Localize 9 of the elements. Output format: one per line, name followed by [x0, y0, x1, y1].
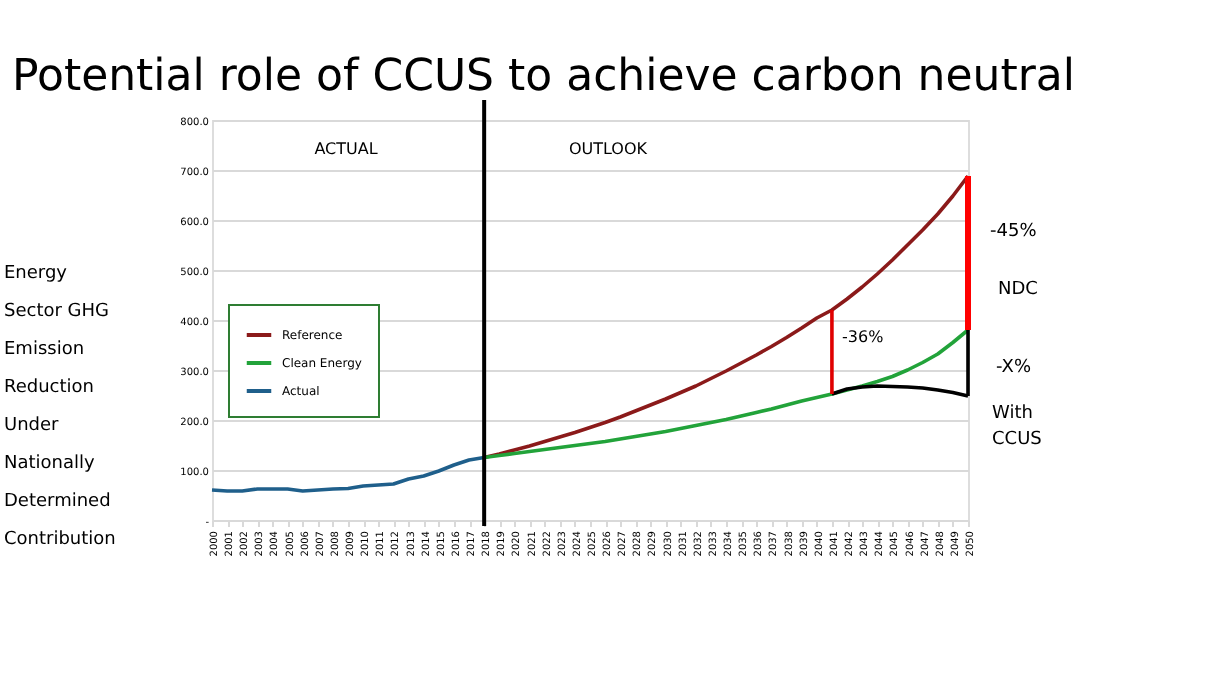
annotation: ACTUAL	[314, 140, 379, 158]
y-axis-title: Energy Sector GHG Emission Reduction Under Nationally Determined Contribution	[4, 264, 116, 550]
text: -45%	[990, 222, 1038, 242]
text: -X%	[996, 358, 1032, 378]
text: NDC	[998, 280, 1038, 300]
annotation: OUTLOOK	[568, 140, 649, 158]
chart-title: Potential role of CCUS to achieve carbon neutral	[12, 52, 1075, 102]
annotation: -36%	[842, 328, 885, 346]
text: With CCUS	[992, 404, 1043, 450]
